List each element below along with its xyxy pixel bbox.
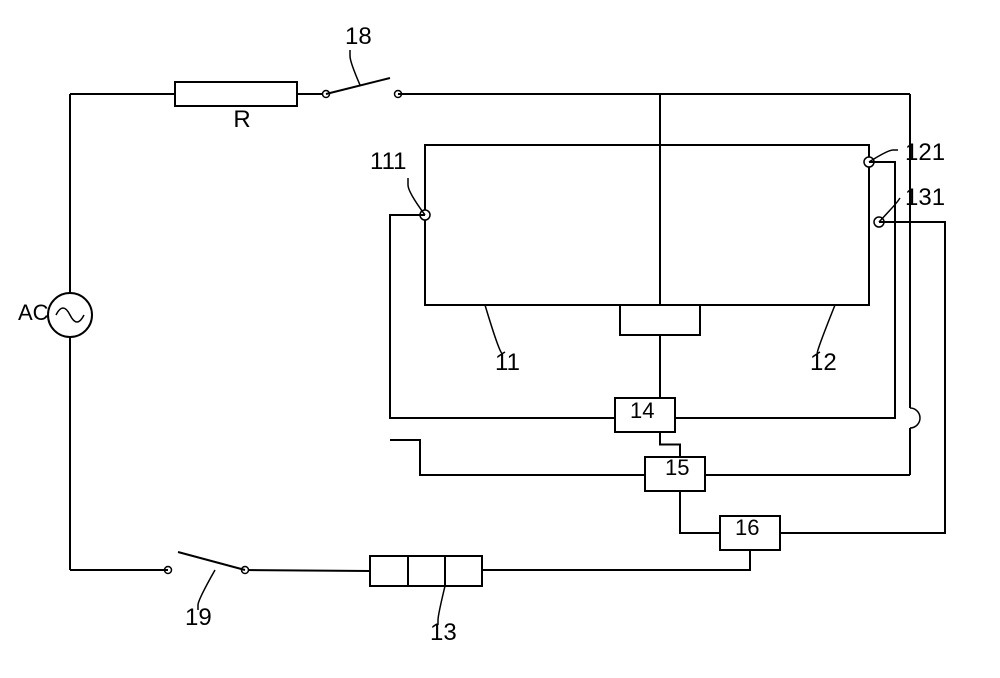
wire-15-left: [390, 440, 645, 475]
circuit-diagram: AC R 18 111 121 131 11 12 14 15 16 13 19: [0, 0, 1000, 678]
wire-111-to-14: [390, 215, 615, 418]
leader-12: [817, 305, 835, 354]
label-131: 131: [905, 184, 945, 211]
label-19: 19: [185, 604, 212, 631]
label-12: 12: [810, 349, 837, 376]
resistor-R: [175, 82, 297, 106]
leader-18: [350, 50, 360, 85]
leader-111: [408, 178, 425, 215]
leader-131: [879, 198, 900, 222]
cross-arc-131: [910, 408, 920, 428]
label-14: 14: [630, 398, 654, 423]
label-18: 18: [345, 23, 372, 50]
leader-11: [485, 305, 505, 354]
label-11: 11: [495, 349, 520, 376]
label-121: 121: [905, 139, 945, 166]
label-R: R: [233, 106, 250, 133]
wire-16-right: [780, 222, 945, 533]
label-ac: AC: [18, 300, 49, 325]
wire-triple-to-sw19: [245, 570, 370, 571]
wire-16-down: [482, 550, 750, 570]
triple-box: [370, 556, 482, 586]
wire-15-to-16: [680, 491, 720, 533]
label-16: 16: [735, 515, 759, 540]
small-box: [620, 305, 700, 335]
big-box: [425, 145, 869, 305]
label-15: 15: [665, 455, 689, 480]
label-111: 111: [370, 148, 406, 175]
wire-121-to-14: [675, 162, 895, 418]
ac-sine: [56, 308, 84, 322]
sw19-arm: [178, 552, 245, 570]
wire-14-to-15: [660, 432, 680, 457]
label-13: 13: [430, 619, 457, 646]
